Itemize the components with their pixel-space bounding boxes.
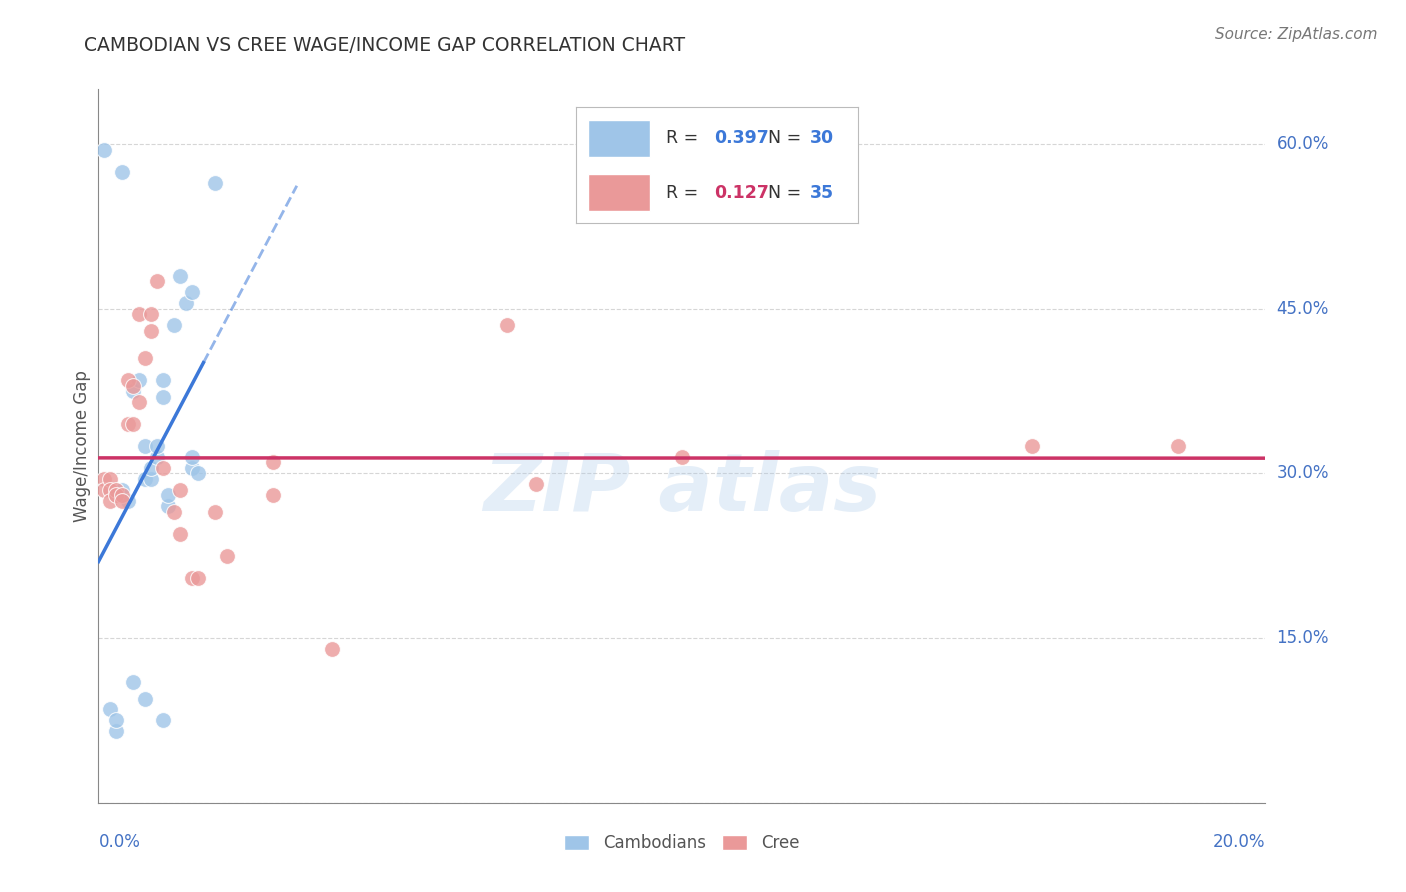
Text: 0.127: 0.127 — [714, 184, 769, 202]
Text: R =: R = — [666, 184, 704, 202]
Point — [496, 318, 519, 333]
Point — [128, 373, 150, 387]
Point — [98, 494, 121, 508]
Point — [111, 494, 134, 508]
Point — [104, 724, 127, 739]
Point — [169, 526, 191, 541]
Point — [93, 483, 115, 497]
Bar — [588, 120, 650, 157]
Point — [117, 417, 139, 431]
Point — [128, 395, 150, 409]
Point — [134, 472, 156, 486]
Point — [1167, 439, 1189, 453]
Point — [111, 488, 134, 502]
Point — [215, 549, 238, 563]
Point — [122, 378, 145, 392]
Point — [180, 450, 202, 464]
Point — [104, 488, 127, 502]
Point — [93, 472, 115, 486]
Point — [169, 483, 191, 497]
Point — [152, 714, 174, 728]
Point — [93, 143, 115, 157]
Point — [98, 483, 121, 497]
Text: 20.0%: 20.0% — [1213, 833, 1265, 851]
Point — [262, 488, 284, 502]
Point — [180, 461, 202, 475]
Point — [524, 477, 547, 491]
Point — [1021, 439, 1043, 453]
Point — [98, 702, 121, 716]
Point — [204, 505, 226, 519]
Point — [180, 571, 202, 585]
Point — [98, 472, 121, 486]
Point — [204, 176, 226, 190]
Point — [187, 571, 209, 585]
Point — [157, 500, 180, 514]
Text: 15.0%: 15.0% — [1277, 629, 1329, 647]
Point — [134, 439, 156, 453]
Point — [163, 505, 186, 519]
Point — [321, 642, 343, 657]
Text: 30: 30 — [810, 129, 834, 147]
Point — [139, 307, 162, 321]
Point — [134, 691, 156, 706]
Text: N =: N = — [768, 129, 807, 147]
Point — [122, 675, 145, 690]
Point — [139, 324, 162, 338]
Point — [146, 439, 169, 453]
Point — [139, 472, 162, 486]
Y-axis label: Wage/Income Gap: Wage/Income Gap — [73, 370, 91, 522]
Point — [146, 450, 169, 464]
Point — [152, 390, 174, 404]
Point — [104, 714, 127, 728]
Text: 0.397: 0.397 — [714, 129, 769, 147]
Text: Source: ZipAtlas.com: Source: ZipAtlas.com — [1215, 27, 1378, 42]
Point — [180, 285, 202, 300]
Point — [122, 384, 145, 398]
Point — [104, 483, 127, 497]
Point — [122, 417, 145, 431]
Point — [146, 274, 169, 288]
Text: R =: R = — [666, 129, 704, 147]
Point — [139, 461, 162, 475]
Point — [169, 268, 191, 283]
Text: 30.0%: 30.0% — [1277, 465, 1329, 483]
Text: 45.0%: 45.0% — [1277, 300, 1329, 318]
Text: ZIP atlas: ZIP atlas — [482, 450, 882, 528]
Point — [111, 164, 134, 178]
Point — [128, 307, 150, 321]
Point — [152, 461, 174, 475]
Text: 60.0%: 60.0% — [1277, 135, 1329, 153]
Point — [111, 483, 134, 497]
Text: 35: 35 — [810, 184, 834, 202]
Text: 0.0%: 0.0% — [98, 833, 141, 851]
Point — [152, 373, 174, 387]
Point — [163, 318, 186, 333]
Point — [174, 296, 197, 310]
Legend: Cambodians, Cree: Cambodians, Cree — [558, 828, 806, 859]
Point — [117, 373, 139, 387]
Point — [187, 467, 209, 481]
Point — [134, 351, 156, 366]
Point — [117, 494, 139, 508]
Bar — [588, 174, 650, 211]
Point — [262, 455, 284, 469]
Point — [157, 488, 180, 502]
Text: CAMBODIAN VS CREE WAGE/INCOME GAP CORRELATION CHART: CAMBODIAN VS CREE WAGE/INCOME GAP CORREL… — [84, 36, 686, 54]
Text: N =: N = — [768, 184, 807, 202]
Point — [671, 450, 693, 464]
